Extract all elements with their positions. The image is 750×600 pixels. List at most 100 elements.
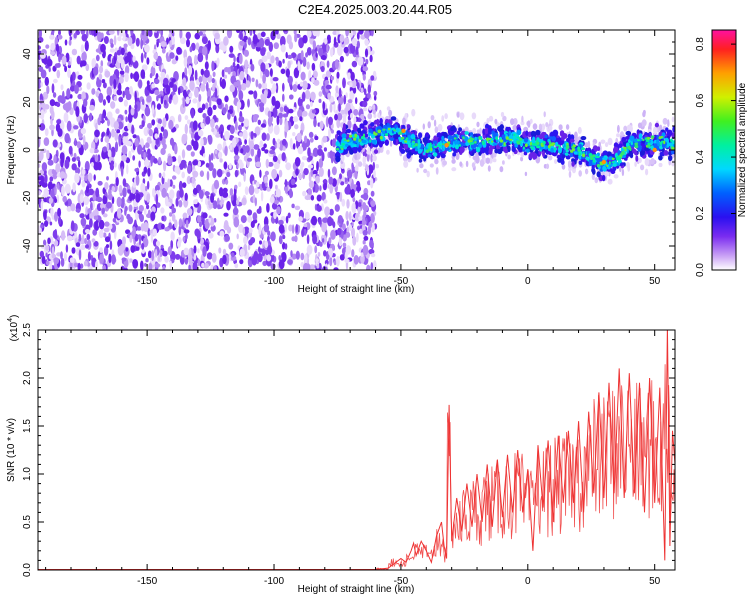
signal-cell: [471, 162, 476, 169]
noise-cell: [156, 103, 162, 110]
noise-cell: [149, 73, 153, 79]
noise-cell: [302, 190, 307, 197]
noise-cell: [49, 34, 55, 40]
noise-cell: [80, 30, 86, 35]
noise-cell: [147, 227, 151, 237]
noise-cell: [253, 30, 256, 35]
signal-cell: [406, 124, 410, 129]
signal-cell: [340, 109, 346, 115]
signal-cell: [341, 142, 345, 146]
signal-cell: [659, 141, 663, 145]
noise-cell: [325, 116, 329, 128]
signal-cell: [658, 162, 663, 168]
noise-cell: [156, 55, 162, 66]
x-tick-label: 50: [649, 576, 661, 587]
signal-cell: [611, 157, 615, 160]
signal-cell: [404, 113, 408, 119]
noise-cell: [310, 195, 315, 201]
noise-cell: [362, 155, 367, 164]
noise-cell: [260, 123, 267, 128]
signal-cell: [398, 145, 403, 151]
signal-cell: [418, 158, 423, 163]
signal-cell: [671, 159, 675, 167]
noise-cell: [238, 90, 244, 101]
noise-cell: [146, 136, 152, 144]
noise-cell: [115, 177, 119, 187]
noise-cell: [155, 193, 159, 205]
noise-cell: [145, 258, 149, 263]
noise-cell: [274, 100, 281, 110]
signal-cell: [535, 129, 541, 136]
noise-cell: [275, 188, 281, 198]
noise-cell: [169, 212, 173, 217]
signal-cell: [568, 167, 572, 172]
noise-cell: [348, 211, 352, 222]
noise-cell: [237, 104, 240, 113]
noise-cell: [137, 144, 143, 155]
noise-cell: [351, 37, 358, 47]
signal-cell: [543, 111, 546, 118]
noise-cell: [107, 193, 113, 201]
noise-cell: [211, 77, 215, 84]
noise-cell: [129, 192, 133, 202]
noise-cell: [138, 205, 144, 212]
noise-cell: [57, 182, 60, 190]
noise-cell: [104, 70, 111, 78]
signal-cell: [521, 115, 524, 123]
noise-cell: [307, 147, 311, 158]
noise-cell: [124, 72, 129, 83]
noise-cell: [239, 259, 244, 265]
y-tick-label: 0.0: [22, 563, 33, 577]
signal-cell: [626, 162, 630, 168]
signal-cell: [372, 109, 377, 115]
noise-cell: [102, 82, 107, 89]
noise-cell: [140, 101, 146, 111]
signal-cell: [582, 153, 586, 158]
noise-cell: [122, 132, 129, 137]
snr-axes: -150 -100 -50 0 500.00.51.01.52.02.5: [22, 323, 675, 587]
signal-cell: [337, 135, 342, 143]
noise-cell: [146, 204, 150, 210]
noise-cell: [164, 227, 170, 232]
noise-cell: [64, 183, 71, 194]
signal-cell: [659, 136, 664, 138]
noise-cell: [103, 146, 107, 153]
noise-cell: [293, 30, 297, 35]
signal-cell: [654, 122, 660, 128]
noise-cell: [362, 214, 365, 225]
noise-cell: [223, 36, 229, 46]
signal-cell: [405, 137, 409, 140]
noise-cell: [60, 251, 63, 260]
signal-cell: [531, 142, 535, 146]
snr-plot-area: [38, 330, 675, 570]
y-tick-label: 1.0: [22, 467, 33, 481]
signal-cell: [560, 159, 565, 165]
noise-cell: [132, 134, 137, 139]
signal-cell: [357, 127, 362, 134]
signal-cell: [580, 136, 587, 141]
noise-cell: [212, 200, 218, 210]
noise-cell: [98, 73, 103, 80]
noise-cell: [144, 106, 151, 117]
signal-cell: [442, 144, 445, 150]
noise-cell: [146, 57, 150, 65]
signal-cell: [618, 159, 622, 164]
noise-cell: [71, 163, 77, 171]
signal-cell: [499, 139, 504, 143]
noise-cell: [278, 224, 285, 234]
noise-cell: [38, 190, 42, 196]
signal-cell: [350, 112, 354, 119]
noise-cell: [122, 187, 127, 198]
noise-cell: [44, 220, 49, 228]
noise-cell: [315, 267, 321, 270]
noise-cell: [176, 46, 182, 55]
noise-cell: [154, 184, 160, 192]
signal-cell: [647, 143, 651, 148]
noise-cell: [303, 223, 308, 228]
noise-cell: [208, 154, 212, 164]
noise-cell: [130, 107, 135, 116]
noise-cell: [108, 253, 112, 264]
noise-cell: [368, 221, 373, 229]
noise-cell: [38, 30, 42, 39]
noise-cell: [366, 264, 371, 270]
